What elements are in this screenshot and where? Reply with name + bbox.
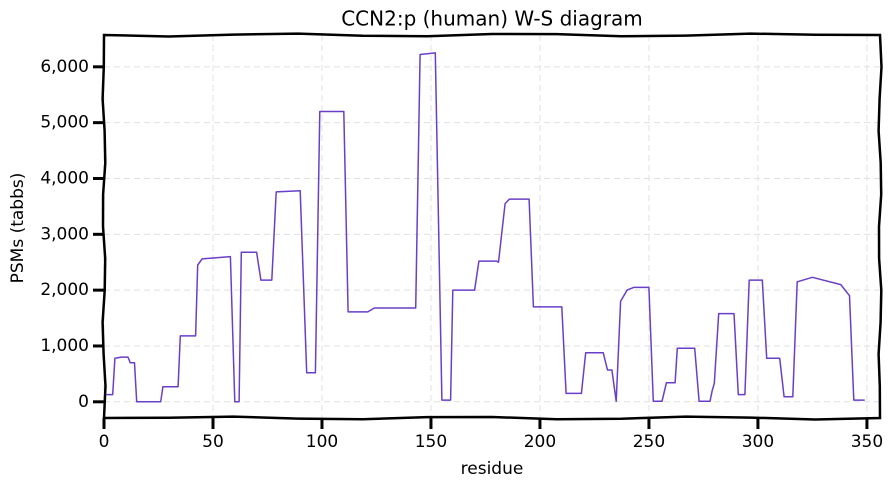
x-tick-label: 200	[524, 432, 556, 452]
y-tick-label: 1,000	[40, 336, 89, 356]
data-line	[106, 52, 865, 403]
chart-title: CCN2:p (human) W-S diagram	[341, 7, 643, 31]
x-tick-label: 150	[415, 432, 447, 452]
x-tick-label: 50	[202, 432, 224, 452]
y-tick-label: 6,000	[40, 57, 89, 77]
y-tick-label: 3,000	[40, 224, 89, 244]
y-tick-label: 2,000	[40, 280, 89, 300]
y-tick-label: 5,000	[40, 113, 89, 133]
y-tick-label: 0	[78, 392, 89, 412]
x-tick-label: 350	[851, 432, 883, 452]
x-tick-label: 0	[99, 432, 110, 452]
plot-frame	[101, 32, 883, 421]
x-axis-label: residue	[461, 459, 524, 479]
x-tick-label: 100	[306, 432, 338, 452]
x-tick-label: 300	[742, 432, 774, 452]
y-tick-label: 4,000	[40, 168, 89, 188]
x-tick-label: 250	[633, 432, 665, 452]
y-axis-label: PSMs (tabbs)	[8, 173, 28, 284]
